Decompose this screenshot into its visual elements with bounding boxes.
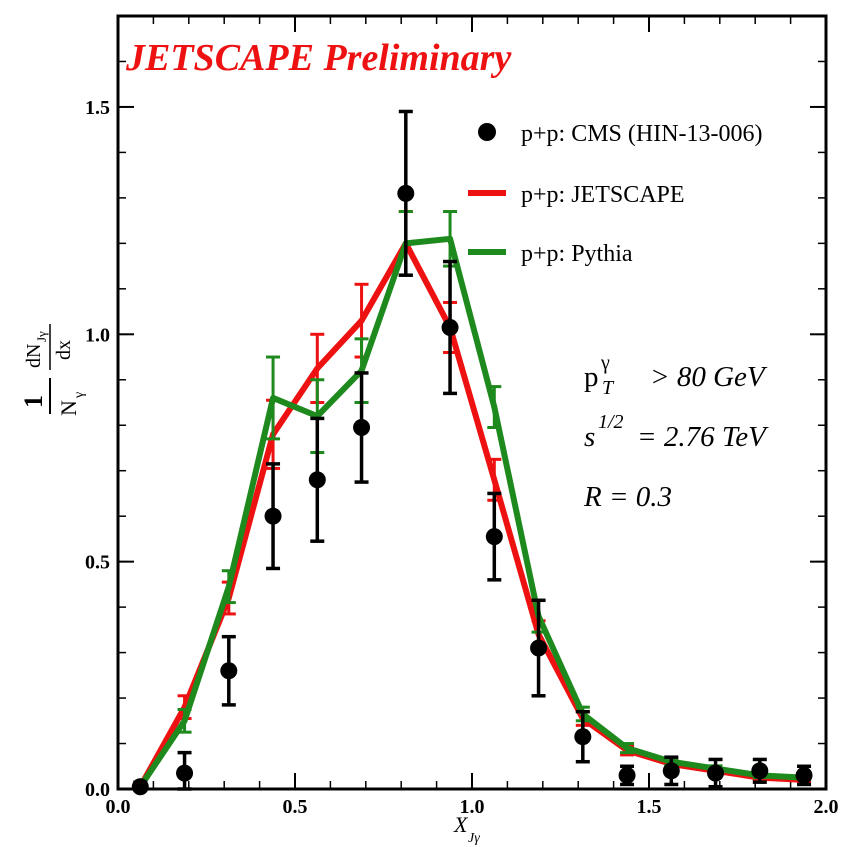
annotation-pt-sup: γ xyxy=(600,352,610,374)
x-axis-title-sub: Jγ xyxy=(468,831,480,846)
x-tick-label: 2.0 xyxy=(814,796,839,818)
y-axis-title-den-sub: γ xyxy=(72,392,87,399)
annotation-pt-main: p xyxy=(584,361,599,393)
annotation-r: R = 0.3 xyxy=(583,481,672,513)
pythia-line xyxy=(137,235,805,789)
cms-point xyxy=(131,778,149,796)
x-tick-label: 0.5 xyxy=(283,796,308,818)
y-tick-label: 1.5 xyxy=(85,97,110,119)
y-axis-title-dnum: dN xyxy=(23,344,45,368)
legend-marker-cms xyxy=(478,123,496,141)
x-tick-label: 0.0 xyxy=(106,796,131,818)
y-tick-label: 0.0 xyxy=(85,779,110,801)
y-axis-title-dnum-sub: Jγ xyxy=(34,331,49,342)
cms-point xyxy=(220,662,238,680)
x-axis-title: X Jγ xyxy=(453,812,480,846)
cms-point xyxy=(397,184,415,202)
y-axis-title-num: 1 xyxy=(19,395,48,408)
cms-point xyxy=(530,639,548,657)
annotation-pt-sub: T xyxy=(602,377,615,399)
cms-point xyxy=(353,419,371,437)
cms-point xyxy=(574,728,592,746)
y-tick-label: 0.5 xyxy=(85,552,110,574)
cms-point xyxy=(441,318,459,336)
cms-point xyxy=(662,762,680,780)
banner-label: JETSCAPE Preliminary xyxy=(125,37,511,79)
x-tick-label: 1.0 xyxy=(460,796,485,818)
y-axis-title: 1 N γ dN Jγ dx xyxy=(19,324,87,416)
cms-point xyxy=(176,764,194,782)
plot-frame xyxy=(116,14,828,791)
cms-point xyxy=(707,764,725,782)
cms-point xyxy=(308,471,326,489)
y-tick-label: 1.0 xyxy=(85,324,110,346)
legend-label-jetscape: p+p: JETSCAPE xyxy=(521,182,685,208)
annotation-s-sup: 1/2 xyxy=(598,411,624,433)
annotations: p γ T > 80 GeV s 1/2 = 2.76 TeV R = 0.3 xyxy=(583,352,769,513)
cms-point xyxy=(618,766,636,784)
cms-point xyxy=(485,528,503,546)
cms-point xyxy=(795,766,813,784)
annotation-s-main: s xyxy=(584,421,595,453)
annotation-s-rest: = 2.76 TeV xyxy=(637,421,769,453)
legend: p+p: CMS (HIN-13-006) p+p: JETSCAPE p+p:… xyxy=(468,121,763,267)
cms-point xyxy=(751,762,769,780)
legend-label-pythia: p+p: Pythia xyxy=(521,241,633,267)
annotation-pt-rest: > 80 GeV xyxy=(650,361,768,393)
y-axis-title-dden: dx xyxy=(53,340,75,360)
y-axis-title-den: N xyxy=(56,400,81,416)
x-tick-label: 1.5 xyxy=(637,796,662,818)
cms-point xyxy=(264,507,282,525)
series-cms xyxy=(131,109,813,796)
series-layer xyxy=(131,109,813,796)
x-axis-title-main: X xyxy=(453,812,469,837)
legend-label-cms: p+p: CMS (HIN-13-006) xyxy=(521,121,763,147)
